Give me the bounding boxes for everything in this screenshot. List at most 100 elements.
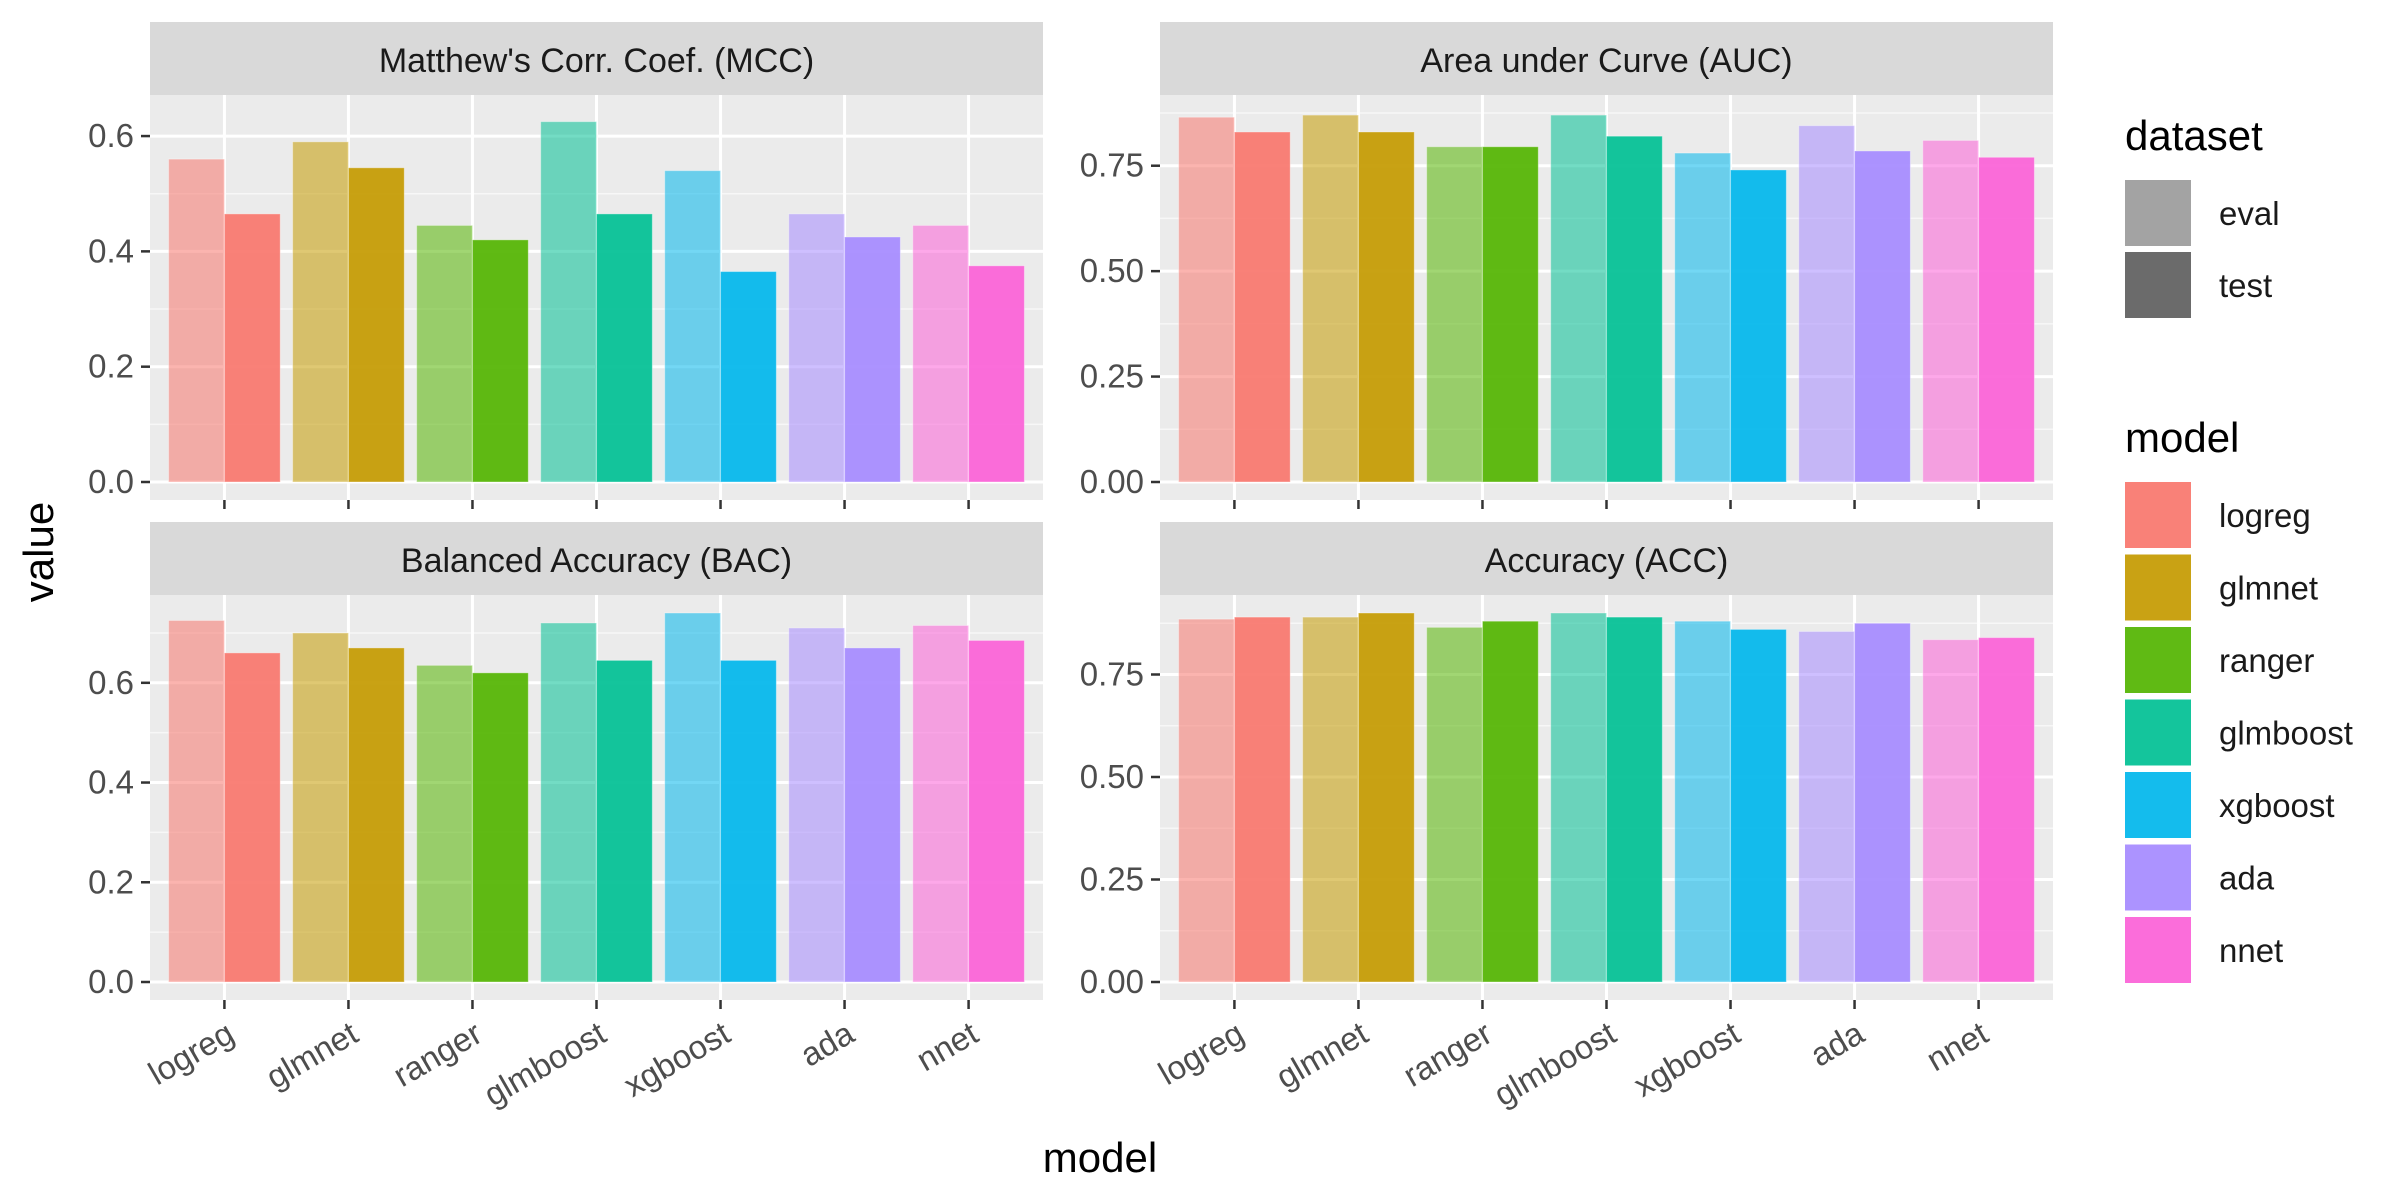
panel-area-under-curve-auc: Area under Curve (AUC) 0.00 0.25 0.50 0.75 [1080,22,2053,509]
bar-nnet-eval [1922,639,1980,983]
x-tick-label-xgboost: xgboost [1627,1014,1746,1104]
bar-glmboost-test [596,659,653,983]
legend-label-ada: ada [2219,860,2275,897]
legend-label-ranger: ranger [2219,642,2314,679]
y-tick-label: 0.4 [88,232,134,269]
x-tick-label-glmnet: glmnet [260,1014,364,1096]
bar-glmboost-test [1606,616,1663,983]
legend-swatch-ada [2125,844,2191,911]
legend-swatch-eval [2125,180,2191,246]
legend-title-dataset: dataset [2125,112,2263,159]
legend-label-glmboost: glmboost [2219,715,2353,752]
y-tick-label: 0.50 [1080,252,1144,289]
bar-logreg-test [223,213,281,483]
bar-ada-eval [1798,630,1856,983]
bar-ranger-eval [416,224,473,483]
bar-ranger-test [471,672,529,983]
y-tick-label: 0.50 [1080,758,1144,795]
y-tick-label: 0.75 [1080,147,1144,184]
bar-ada-test [844,647,901,983]
panel-balanced-accuracy-bac: Balanced Accuracy (BAC) 0.0 0.2 0.4 0.6 logre… [88,522,1043,1113]
bar-nnet-eval [1922,139,1980,483]
panel-strip [1160,22,2053,95]
bar-ranger-test [471,239,529,483]
bar-xgboost-test [1730,169,1787,483]
y-tick-label: 0.6 [88,664,134,701]
bar-glmnet-test [347,167,405,483]
bar-nnet-eval [912,224,970,483]
bar-ranger-test [1481,620,1539,983]
bar-glmboost-test [1606,135,1663,483]
bar-glmboost-eval [1550,114,1607,483]
bar-nnet-test [968,639,1025,983]
bar-glmnet-eval [1302,114,1359,483]
bar-glmnet-test [347,647,405,983]
bar-logreg-eval [168,158,225,483]
bar-glmboost-test [596,213,653,483]
bar-glmnet-eval [292,632,349,983]
legend-swatch-nnet [2125,917,2191,983]
bar-glmnet-eval [292,141,349,483]
bar-ada-eval [1798,125,1856,483]
panel-title: Balanced Accuracy (BAC) [401,542,792,580]
bar-xgboost-test [720,271,777,483]
panels: Matthew's Corr. Coef. (MCC) 0.0 0.2 0.4 0.6 A… [88,22,2053,1113]
legend-swatch-ranger [2125,627,2191,693]
bar-nnet-test [1978,637,2035,983]
panel-strip [150,522,1043,595]
bar-nnet-test [1978,156,2035,483]
legend-swatch-xgboost [2125,772,2191,838]
y-tick-label: 0.25 [1080,861,1144,898]
y-tick-label: 0.00 [1080,463,1144,500]
x-axis-title: model [1043,1134,1157,1181]
legend-swatch-test [2125,252,2191,318]
x-tick-label-logreg: logreg [142,1014,240,1092]
x-tick-label-glmboost: glmboost [1488,1014,1622,1113]
bar-logreg-test [223,652,281,983]
panel-strip [150,22,1043,95]
bar-xgboost-eval [664,170,722,483]
y-tick-label: 0.0 [88,963,134,1000]
bar-ranger-eval [1426,626,1483,983]
bar-ada-test [844,236,901,483]
x-tick-label-glmnet: glmnet [1270,1014,1374,1096]
y-tick-label: 0.00 [1080,963,1144,1000]
y-axis-title: value [15,502,62,602]
legend-label-glmnet: glmnet [2219,570,2318,607]
legend-label-test: test [2219,267,2272,304]
y-tick-label: 0.2 [88,348,134,385]
x-tick-label-logreg: logreg [1152,1014,1250,1092]
panel-title: Area under Curve (AUC) [1420,42,1792,80]
x-tick-label-nnet: nnet [1920,1014,1994,1078]
bar-logreg-eval [1178,618,1235,983]
legend-swatch-glmnet [2125,554,2191,621]
x-tick-label-nnet: nnet [910,1014,984,1078]
x-tick-label-ada: ada [794,1014,861,1074]
bar-nnet-test [968,265,1025,483]
bar-glmnet-eval [1302,616,1359,983]
bar-xgboost-test [720,659,777,983]
bar-glmboost-eval [1550,612,1607,983]
bar-xgboost-eval [664,612,722,983]
bar-glmnet-test [1357,612,1415,983]
panel-matthew-s-corr-coef-mcc: Matthew's Corr. Coef. (MCC) 0.0 0.2 0.4 0.6 [88,22,1043,509]
bar-ada-eval [788,627,846,983]
panel-title: Accuracy (ACC) [1485,542,1729,580]
legend-label-xgboost: xgboost [2219,787,2335,824]
bar-xgboost-eval [1674,620,1732,983]
bar-glmboost-eval [540,121,597,483]
bar-nnet-eval [912,624,970,983]
bar-glmnet-test [1357,131,1415,483]
bar-logreg-eval [168,619,225,983]
bar-glmboost-eval [540,622,597,983]
panel-strip [1160,522,2053,595]
bar-xgboost-test [1730,628,1787,983]
legend: dataset eval test model logreg glmnet ranger gl… [2125,112,2353,983]
legend-label-nnet: nnet [2219,932,2283,969]
bar-logreg-test [1233,616,1291,983]
legend-swatch-glmboost [2125,699,2191,766]
bar-ada-test [1854,622,1911,983]
bar-logreg-test [1233,131,1291,483]
x-tick-label-ranger: ranger [1397,1014,1498,1094]
